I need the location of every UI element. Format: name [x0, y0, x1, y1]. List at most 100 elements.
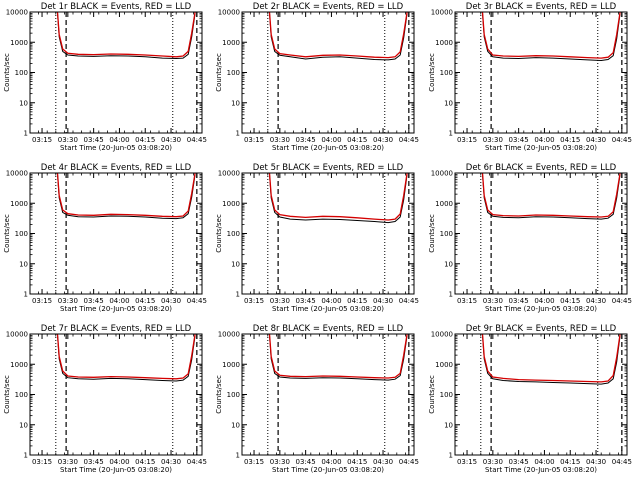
x-tick-label: 03:15	[32, 297, 52, 305]
x-tick-label: 03:30	[58, 136, 78, 144]
y-tick-label: 1000	[435, 200, 453, 208]
y-tick-label: 1000	[222, 39, 240, 47]
panel-title: Det 9r BLACK = Events, RED = LLD	[466, 324, 617, 334]
x-tick-label: 03:45	[509, 297, 529, 305]
y-tick-label: 1000	[222, 200, 240, 208]
x-tick-label: 03:15	[32, 136, 52, 144]
y-tick-label: 100	[440, 69, 453, 77]
y-tick-label: 1	[449, 130, 453, 138]
x-tick-label: 03:15	[457, 136, 477, 144]
x-tick-label: 04:15	[135, 136, 155, 144]
x-tick-label: 04:30	[373, 297, 393, 305]
y-tick-label: 10000	[431, 170, 453, 178]
x-tick-label: 04:15	[135, 297, 155, 305]
panel-title: Det 8r BLACK = Events, RED = LLD	[253, 324, 404, 334]
y-tick-label: 10	[444, 99, 453, 107]
x-tick-label: 04:00	[534, 136, 554, 144]
y-tick-label: 100	[227, 391, 240, 399]
x-tick-label: 03:15	[244, 136, 264, 144]
y-tick-label: 100	[15, 69, 28, 77]
panel-2: Det 2r BLACK = Events, RED = LLD 1 10 100 10…	[215, 2, 419, 152]
y-tick-label: 10000	[431, 331, 453, 339]
y-axis-label: Counts/sec	[3, 375, 11, 414]
y-tick-label: 10	[231, 421, 240, 429]
x-tick-label: 03:30	[483, 136, 503, 144]
x-axis-label: Start Time (20-Jun-05 03:08:20)	[272, 466, 384, 474]
y-tick-label: 100	[440, 391, 453, 399]
panel-1: Det 1r BLACK = Events, RED = LLD 1 10 100 10…	[3, 2, 207, 152]
x-tick-label: 04:00	[321, 136, 341, 144]
x-tick-label: 04:45	[399, 136, 419, 144]
y-tick-label: 10	[444, 421, 453, 429]
panel-5: Det 5r BLACK = Events, RED = LLD 1 10 100 10…	[215, 163, 419, 313]
series-line-events	[57, 335, 196, 382]
x-tick-label: 03:30	[270, 136, 290, 144]
panel-4: Det 4r BLACK = Events, RED = LLD 1 10 100 10…	[3, 163, 207, 313]
y-tick-label: 10000	[6, 170, 28, 178]
y-axis-label: Counts/sec	[215, 53, 223, 92]
x-tick-label: 04:00	[109, 136, 129, 144]
series-line-events	[269, 174, 408, 224]
y-tick-label: 1	[449, 291, 453, 299]
panel-title: Det 6r BLACK = Events, RED = LLD	[466, 163, 617, 173]
x-tick-label: 03:15	[457, 458, 477, 466]
x-axis-label: Start Time (20-Jun-05 03:08:20)	[60, 305, 172, 313]
y-tick-label: 1000	[435, 361, 453, 369]
panel-6: Det 6r BLACK = Events, RED = LLD 1 10 100 10…	[428, 163, 632, 313]
y-tick-label: 10000	[218, 331, 240, 339]
x-axis-label: Start Time (20-Jun-05 03:08:20)	[485, 305, 597, 313]
y-tick-label: 100	[227, 230, 240, 238]
series-line-events	[57, 13, 196, 60]
y-axis-label: Counts/sec	[3, 53, 11, 92]
x-tick-label: 04:00	[109, 297, 129, 305]
x-tick-label: 04:15	[347, 297, 367, 305]
y-tick-label: 1000	[10, 200, 28, 208]
x-axis-label: Start Time (20-Jun-05 03:08:20)	[60, 144, 172, 152]
x-tick-label: 03:30	[483, 458, 503, 466]
series-line-events	[269, 335, 408, 381]
panel-3: Det 3r BLACK = Events, RED = LLD 1 10 100 10…	[428, 2, 632, 152]
x-tick-label: 03:30	[483, 297, 503, 305]
y-tick-label: 10000	[6, 9, 28, 17]
y-tick-label: 10	[231, 99, 240, 107]
x-tick-label: 03:15	[244, 297, 264, 305]
y-tick-label: 1	[24, 291, 28, 299]
x-tick-label: 04:30	[586, 297, 606, 305]
y-axis-label: Counts/sec	[428, 53, 436, 92]
series-line-lld	[56, 172, 196, 218]
x-axis-label: Start Time (20-Jun-05 03:08:20)	[485, 466, 597, 474]
x-axis-label: Start Time (20-Jun-05 03:08:20)	[485, 144, 597, 152]
y-axis-label: Counts/sec	[215, 375, 223, 414]
series-line-lld	[56, 333, 196, 380]
x-tick-label: 03:45	[296, 458, 316, 466]
y-tick-label: 100	[15, 391, 28, 399]
y-tick-label: 10000	[431, 9, 453, 17]
x-tick-label: 03:45	[84, 136, 104, 144]
x-tick-label: 04:45	[612, 136, 632, 144]
x-tick-label: 04:30	[161, 136, 181, 144]
y-tick-label: 10	[231, 260, 240, 268]
panel-8: Det 8r BLACK = Events, RED = LLD 1 10 100 10…	[215, 324, 419, 474]
series-line-events	[482, 335, 621, 385]
y-axis-label: Counts/sec	[3, 214, 11, 253]
y-tick-label: 100	[227, 69, 240, 77]
panel-7: Det 7r BLACK = Events, RED = LLD 1 10 100 10…	[3, 324, 207, 474]
y-tick-label: 1	[236, 452, 240, 460]
x-tick-label: 04:15	[347, 136, 367, 144]
x-tick-label: 04:45	[187, 297, 207, 305]
x-tick-label: 04:45	[399, 458, 419, 466]
series-line-lld	[481, 333, 621, 383]
series-line-lld	[481, 172, 621, 218]
x-tick-label: 04:00	[321, 297, 341, 305]
y-axis-label: Counts/sec	[428, 214, 436, 253]
series-line-events	[482, 13, 621, 62]
x-tick-label: 04:00	[534, 297, 554, 305]
y-tick-label: 1	[24, 452, 28, 460]
panel-9: Det 9r BLACK = Events, RED = LLD 1 10 100 10…	[428, 324, 632, 474]
x-axis-label: Start Time (20-Jun-05 03:08:20)	[60, 466, 172, 474]
y-tick-label: 10000	[218, 9, 240, 17]
y-tick-label: 1	[236, 291, 240, 299]
x-tick-label: 04:45	[612, 297, 632, 305]
y-tick-label: 10000	[218, 170, 240, 178]
